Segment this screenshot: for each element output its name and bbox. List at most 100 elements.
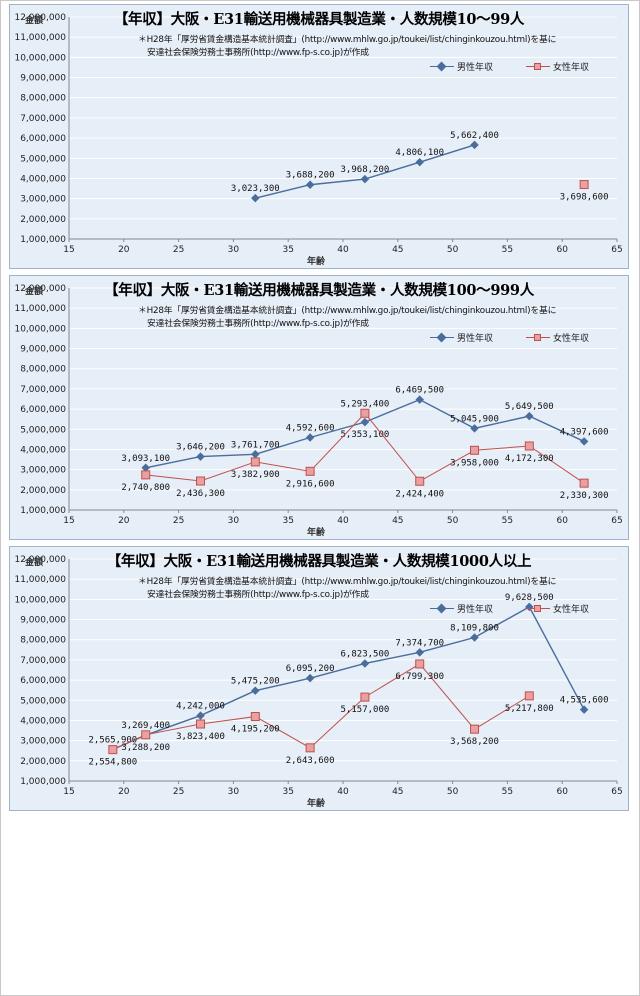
y-tick-label: 2,000,000 xyxy=(20,486,66,496)
data-point-male xyxy=(196,711,205,720)
y-tick-label: 6,000,000 xyxy=(20,134,66,144)
data-point-female xyxy=(524,441,534,451)
y-tick-label: 5,000,000 xyxy=(20,425,66,435)
x-tick-label: 65 xyxy=(611,516,622,526)
y-tick-label: 11,000,000 xyxy=(14,575,66,585)
data-label-male: 3,093,100 xyxy=(121,454,170,464)
square-marker-icon xyxy=(534,333,541,341)
y-tick-label: 4,000,000 xyxy=(20,445,66,455)
data-point-female xyxy=(141,730,151,740)
x-tick-label: 45 xyxy=(392,787,403,797)
x-tick-label: 60 xyxy=(556,787,568,797)
legend-label: 男性年収 xyxy=(457,63,494,73)
data-label-female: 5,293,400 xyxy=(341,399,390,409)
data-label-female: 5,157,000 xyxy=(341,705,390,715)
data-point-male xyxy=(470,140,479,150)
y-tick-label: 6,000,000 xyxy=(20,405,66,415)
chart-legend: 男性年収 女性年収 xyxy=(430,331,610,347)
chart-title: 【年収】大阪・E31輸送用機械器具製造業・人数規模100〜999人 xyxy=(104,282,534,299)
data-point-male xyxy=(251,686,260,695)
legend-item-female: 女性年収 xyxy=(526,331,589,347)
diamond-marker-icon xyxy=(436,332,447,342)
legend-label: 男性年収 xyxy=(457,334,494,344)
data-point-female xyxy=(305,743,315,753)
data-label-male: 8,109,800 xyxy=(450,624,499,634)
data-label-male: 3,646,200 xyxy=(176,443,225,453)
x-tick-label: 30 xyxy=(228,516,240,526)
x-axis-title: 年齢 xyxy=(307,797,326,809)
chart-title: 【年収】大阪・E31輸送用機械器具製造業・人数規模1000人以上 xyxy=(106,553,532,570)
y-tick-label: 12,000,000 xyxy=(14,284,66,294)
data-label-female: 2,424,400 xyxy=(395,489,444,499)
data-point-female xyxy=(524,691,534,701)
x-tick-label: 30 xyxy=(228,245,240,255)
legend-item-male: 男性年収 xyxy=(430,331,493,347)
x-tick-label: 35 xyxy=(282,787,293,797)
y-tick-label: 1,000,000 xyxy=(20,506,66,516)
x-tick-label: 25 xyxy=(173,516,184,526)
x-tick-label: 55 xyxy=(502,787,513,797)
data-point-male xyxy=(415,648,424,657)
data-point-male xyxy=(415,395,424,404)
chart-panel-1: 1,000,000 2,000,000 3,000,000 4,000,000 5,00… xyxy=(9,4,629,269)
x-tick-label: 15 xyxy=(63,245,74,255)
x-tick-label: 40 xyxy=(337,787,349,797)
data-label-female: 2,740,800 xyxy=(121,483,170,493)
legend-item-male: 男性年収 xyxy=(430,60,493,76)
data-point-male xyxy=(360,659,370,668)
chart-legend: 男性年収 女性年収 xyxy=(430,602,610,618)
legend-label: 女性年収 xyxy=(553,63,590,73)
data-point-female xyxy=(470,724,480,734)
data-point-male xyxy=(251,193,260,203)
data-label-female: 2,436,300 xyxy=(176,489,225,499)
chart-svg: 1,000,000 2,000,000 3,000,000 4,000,000 5,00… xyxy=(14,284,622,538)
data-label-male: 5,045,900 xyxy=(450,414,499,424)
data-label-female: 4,172,300 xyxy=(505,454,554,464)
y-axis-title: 金額 xyxy=(25,558,44,568)
data-label-male: 5,353,100 xyxy=(341,430,390,440)
data-label-female: 3,698,600 xyxy=(560,193,609,203)
data-point-female xyxy=(360,692,370,702)
data-point-female xyxy=(415,659,425,669)
chart-panel-3: 1,000,000 2,000,000 3,000,000 4,000,000 5,00… xyxy=(9,546,629,811)
source-note-line1: ＊H28年「厚労省賃金構造基本統計調査」(http://www.mhlw.go.… xyxy=(138,35,557,45)
y-axis-title: 金額 xyxy=(25,287,44,297)
data-label-female: 2,330,300 xyxy=(560,491,609,501)
chart-title: 【年収】大阪・E31輸送用機械器具製造業・人数規模10〜99人 xyxy=(113,11,525,28)
x-tick-label: 20 xyxy=(118,245,130,255)
data-label-male: 3,761,700 xyxy=(231,440,280,450)
data-label-male: 3,968,200 xyxy=(341,165,390,175)
data-label-male: 7,374,700 xyxy=(395,638,444,648)
data-label-female: 3,568,200 xyxy=(450,737,499,747)
y-tick-label: 5,000,000 xyxy=(20,696,66,706)
x-tick-label: 65 xyxy=(611,787,622,797)
x-tick-label: 15 xyxy=(63,516,74,526)
chart-svg: 1,000,000 2,000,000 3,000,000 4,000,000 5,00… xyxy=(14,13,622,267)
x-tick-label: 15 xyxy=(63,787,74,797)
y-tick-label: 2,000,000 xyxy=(20,215,66,225)
source-note-line2: 安達社会保険労務士事務所(http://www.fp-s.co.jp)が作成 xyxy=(147,48,369,58)
legend-item-female: 女性年収 xyxy=(526,602,589,618)
x-tick-label: 35 xyxy=(282,516,293,526)
data-point-female xyxy=(579,180,589,190)
y-axis-title: 金額 xyxy=(25,16,44,26)
data-point-female xyxy=(250,457,260,467)
diamond-marker-icon xyxy=(436,603,447,613)
data-label-female: 4,195,200 xyxy=(231,725,280,735)
data-label-male: 4,806,100 xyxy=(395,148,444,158)
square-marker-icon xyxy=(534,62,541,70)
data-label-male: 9,628,500 xyxy=(505,593,554,603)
x-tick-label: 35 xyxy=(282,245,293,255)
data-point-male xyxy=(579,437,589,446)
data-point-male xyxy=(360,417,370,427)
legend-label: 女性年収 xyxy=(553,605,590,615)
y-tick-label: 6,000,000 xyxy=(20,676,66,686)
y-tick-label: 9,000,000 xyxy=(20,345,66,355)
data-label-male: 5,475,200 xyxy=(231,677,280,687)
data-point-male xyxy=(305,180,315,189)
data-point-male xyxy=(579,705,589,714)
data-point-male xyxy=(470,633,479,642)
y-tick-label: 10,000,000 xyxy=(14,53,66,63)
x-tick-label: 45 xyxy=(392,245,403,255)
data-label-male: 2,565,900 xyxy=(88,735,137,745)
